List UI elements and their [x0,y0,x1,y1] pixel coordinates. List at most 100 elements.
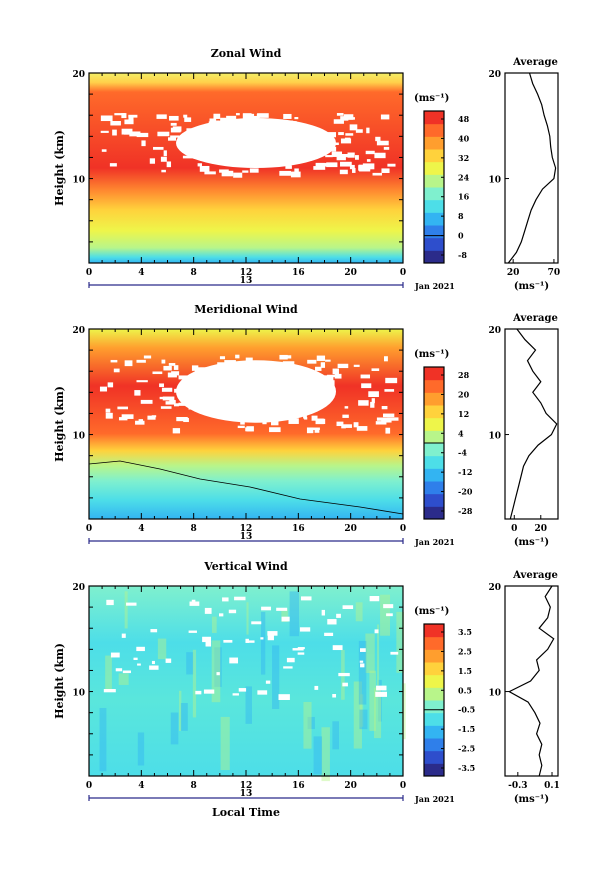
data-gap [369,596,380,602]
data-gap [288,418,299,424]
heatmap-streak [374,687,382,739]
data-gap [100,130,109,133]
data-gap [256,113,260,118]
data-gap [315,366,322,371]
data-gap [121,113,127,119]
colorbar-swatch [424,430,444,444]
colorbar-swatch [424,161,444,175]
data-gap [261,606,272,611]
data-gap [170,122,177,126]
data-gap [300,596,312,601]
data-gap [316,355,326,361]
profile-line [509,328,558,520]
heatmap-field [89,73,403,263]
data-gap [143,355,152,359]
data-gap [112,129,117,136]
heatmap-streak [365,633,375,674]
data-gap [360,663,365,668]
data-gap [307,359,317,364]
colorbar-tick-label: -3.5 [458,763,475,773]
profile-y-tick-label: 20 [488,326,501,336]
data-gap [286,657,295,663]
data-gap [166,161,172,168]
data-gap [235,113,240,116]
data-gap [281,616,290,622]
x-tick-label: 0 [400,524,406,534]
data-gap [267,631,278,636]
profile-y-tick-label: 20 [488,70,501,80]
data-gap [368,391,379,397]
colorbar-swatch [424,750,444,764]
date-day: 13 [240,532,253,542]
profile-x-label: (ms⁻¹) [514,281,549,292]
colorbar-tick-label: 32 [458,153,469,163]
zero-contour [88,460,404,515]
data-gap [383,604,394,609]
data-gap [338,672,350,677]
colorbar-swatch [424,136,444,150]
data-gap [285,355,292,359]
colorbar-swatch [424,379,444,393]
panel-2: Meridional Wind 20 10 Height (km) 0 4 8 12 16 20 0… [53,303,559,548]
data-gap [381,168,390,174]
data-gap [325,359,331,362]
data-gap [375,421,387,425]
colorbar-tick-label: 2.5 [458,646,472,656]
data-gap [121,414,134,419]
x-tick-label: 0 [86,524,92,534]
data-gap [235,354,240,359]
data-gap [344,137,351,140]
colorbar-tick-label: -4 [458,448,467,458]
data-gap [183,114,188,118]
heatmap-streak [313,736,323,775]
data-gap [168,137,177,141]
data-gap [313,166,326,170]
heatmap-streak [180,703,188,731]
data-gap [380,114,390,120]
colorbar-swatch [424,636,444,650]
data-gap [101,149,107,152]
data-gap [161,169,166,173]
data-gap [381,405,388,410]
data-gap [170,127,181,133]
data-gap [161,359,166,364]
colorbar-swatch [424,662,444,676]
data-gap [242,113,255,119]
data-gap [353,364,360,367]
data-gap [124,131,131,135]
x-tick-label: 12 [240,524,253,534]
data-gap [248,640,255,643]
x-tick-label: 16 [292,781,305,791]
data-gap [169,399,176,403]
heatmap-streak [380,594,391,636]
data-gap [124,119,134,125]
data-gap [309,427,320,430]
profile-x-tick-label: 20 [507,268,520,278]
data-gap [191,365,199,371]
y-axis-label: Height (km) [53,386,66,462]
data-gap [172,428,181,434]
data-gap [173,365,179,370]
x-tick-label: 0 [86,781,92,791]
colorbar-swatch [424,725,444,739]
heatmap-streak [378,679,382,722]
colorbar-swatch [424,506,444,520]
data-gap [337,153,350,158]
colorbar-swatch [424,187,444,201]
data-gap [332,645,343,651]
data-gap [178,402,187,406]
data-gap [320,362,326,368]
heatmap-streak [186,652,194,675]
profile-x-label: (ms⁻¹) [514,794,549,805]
heatmap-streak [321,727,330,782]
data-gap [129,131,141,137]
data-gap [249,168,259,173]
data-gap [340,161,352,167]
data-gap [292,648,304,651]
data-gap [386,613,393,617]
x-tick-label: 16 [292,524,305,534]
colorbar-unit: (ms⁻¹) [414,349,449,360]
data-gap [150,629,158,633]
x-axis-label: Local Time [212,806,280,819]
